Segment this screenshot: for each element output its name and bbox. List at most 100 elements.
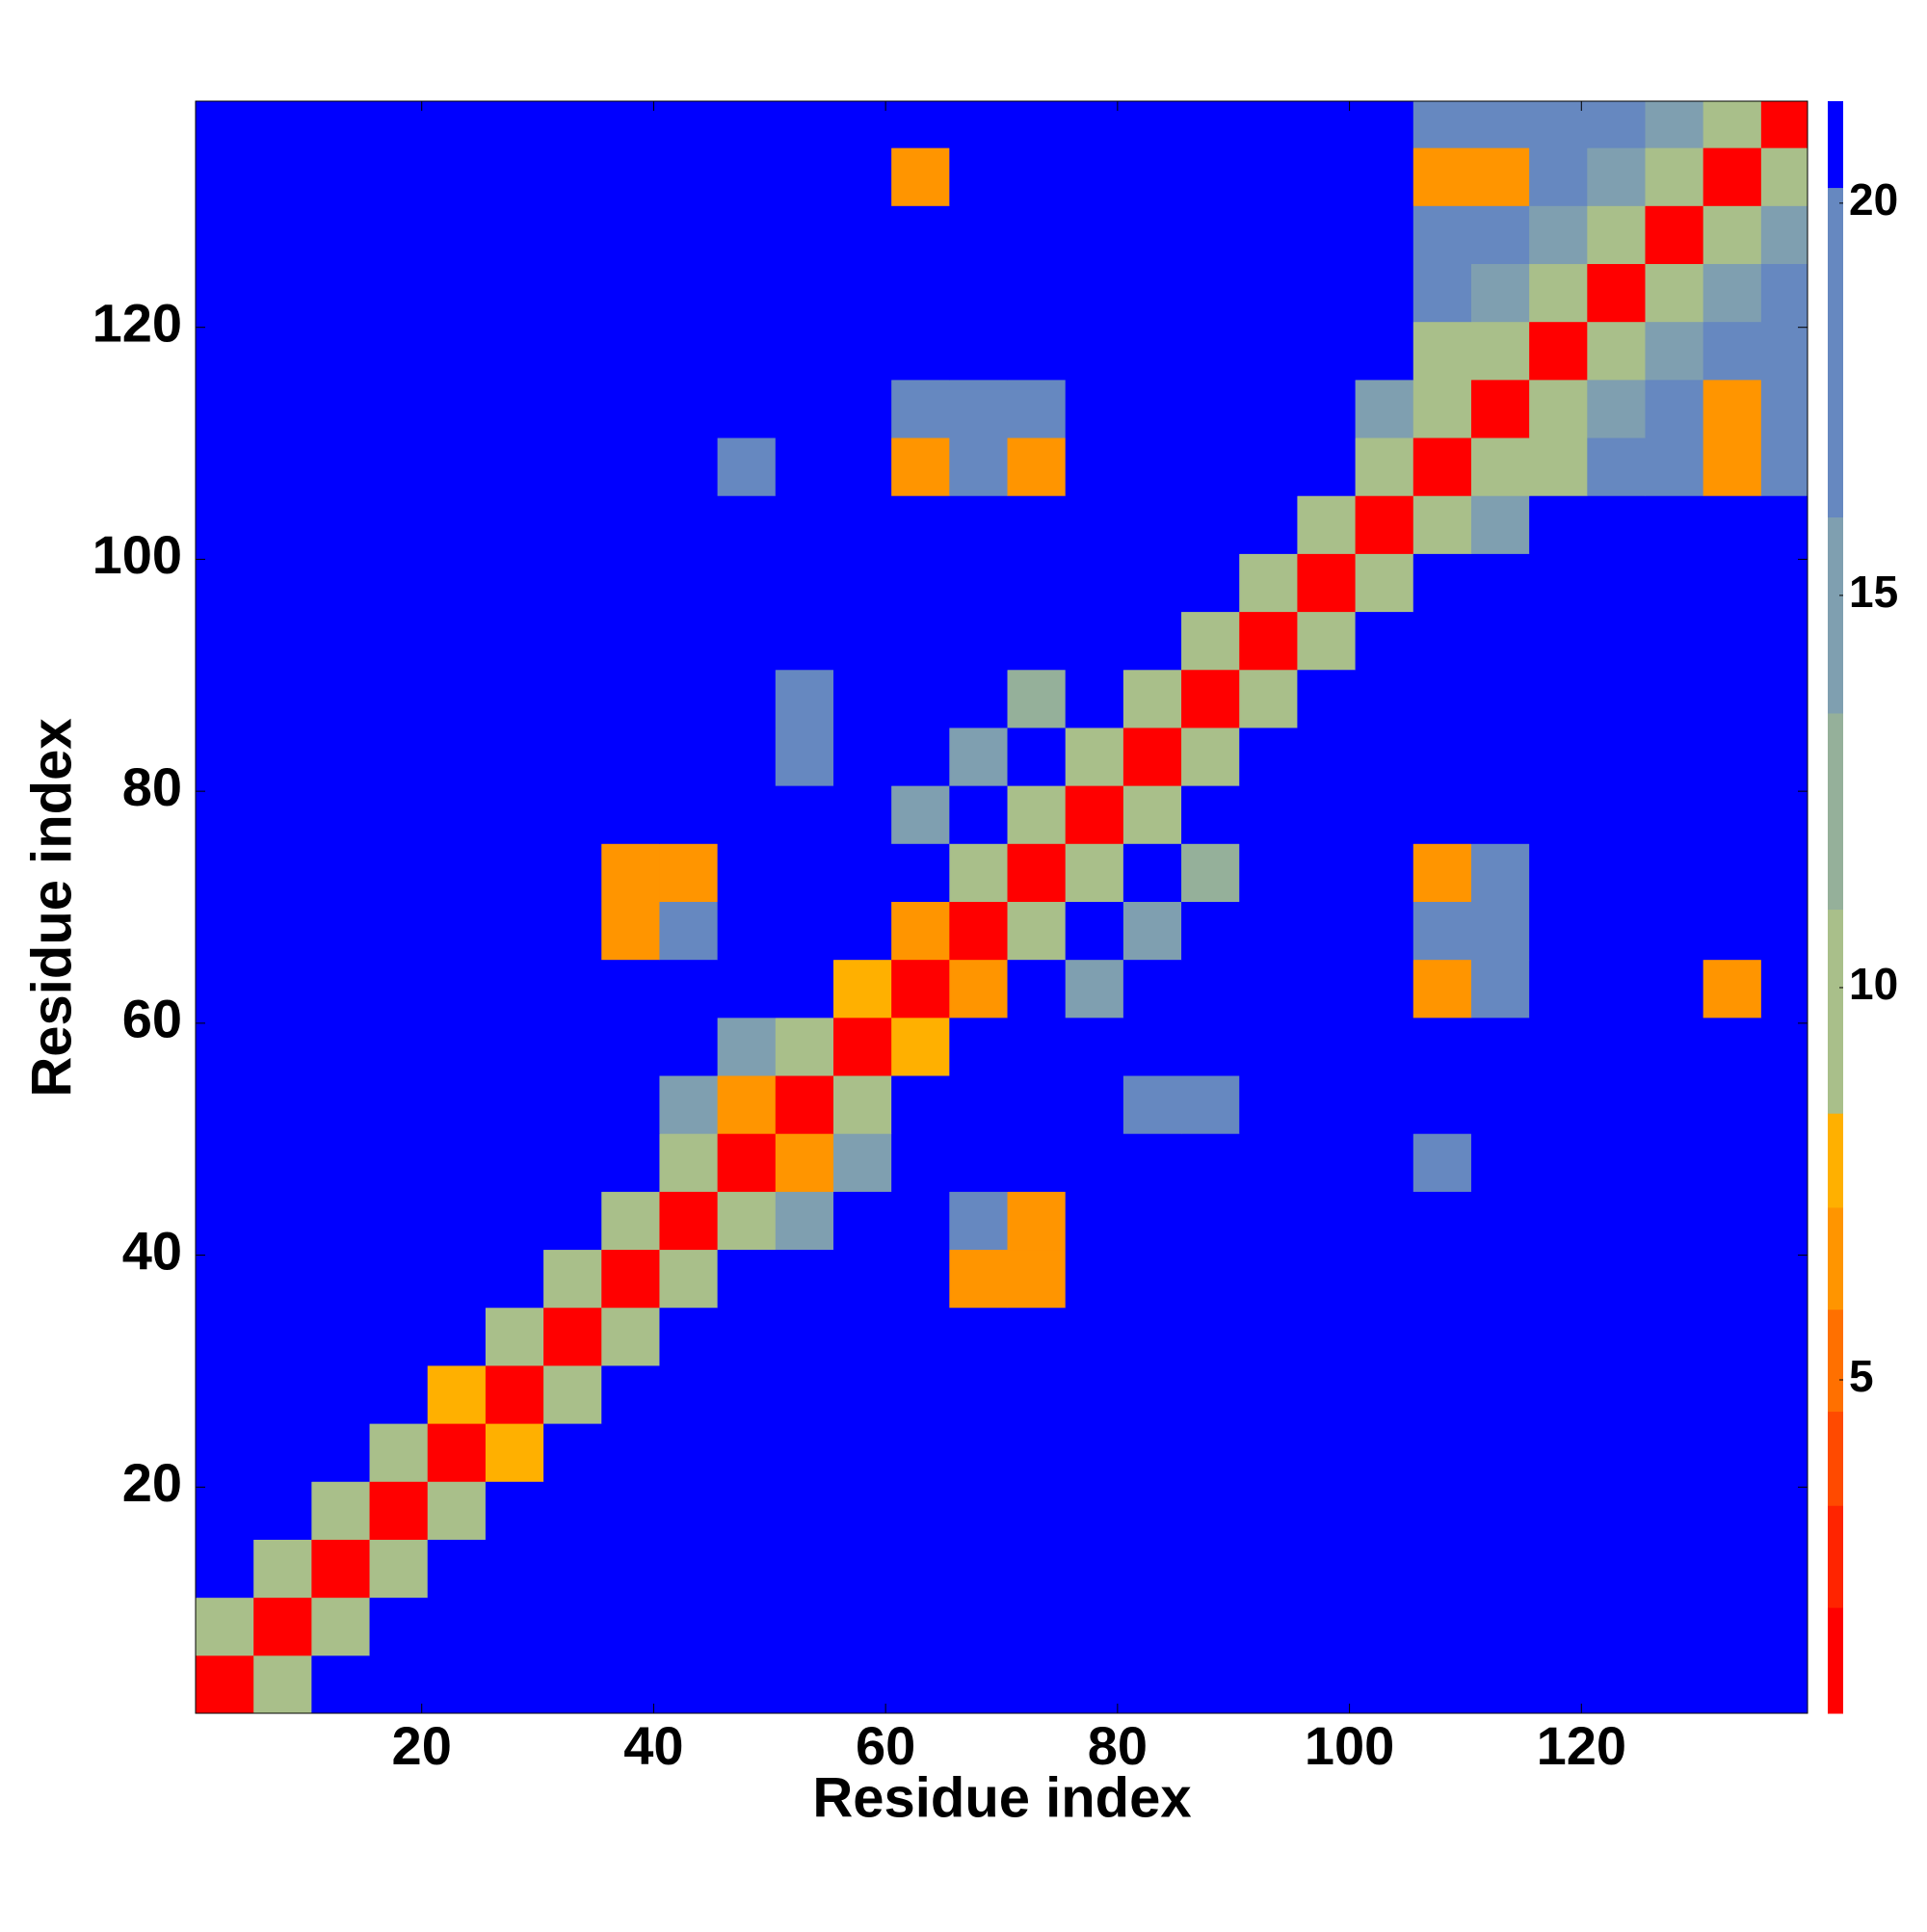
heatmap-cell [1412, 1539, 1472, 1599]
heatmap-cell [1470, 1364, 1530, 1424]
heatmap-cell [717, 1481, 777, 1540]
heatmap-cell [1065, 147, 1124, 206]
heatmap-cell [1007, 727, 1067, 786]
heatmap-cell [717, 1017, 777, 1076]
heatmap-cell [775, 959, 834, 1019]
heatmap-cell [427, 1423, 487, 1482]
heatmap-cell [891, 669, 950, 728]
heatmap-cell [1412, 843, 1472, 902]
heatmap-cell [832, 1654, 892, 1714]
heatmap-cell [1529, 1191, 1588, 1251]
heatmap-cell [1122, 611, 1182, 671]
heatmap-cell [775, 1539, 834, 1599]
heatmap-cell [775, 1423, 834, 1482]
heatmap-cell [1760, 101, 1808, 148]
heatmap-cell [1122, 1481, 1182, 1540]
heatmap-cell [832, 379, 892, 438]
heatmap-cell [1760, 901, 1808, 961]
heatmap-cell [949, 1017, 1009, 1076]
heatmap-cell [775, 321, 834, 381]
heatmap-cell [1760, 1249, 1808, 1309]
heatmap-cell [717, 1249, 777, 1309]
heatmap-cell [891, 1249, 950, 1309]
heatmap-cell [1355, 1423, 1414, 1482]
heatmap-cell [1645, 1307, 1704, 1366]
heatmap-cell [1007, 379, 1067, 438]
heatmap-cell [1470, 727, 1530, 786]
heatmap-cell [1007, 321, 1067, 381]
y-tick-label: 20 [122, 1452, 182, 1513]
heatmap-cell [1065, 1249, 1124, 1309]
heatmap-cell [1181, 1075, 1240, 1134]
heatmap-cell [311, 611, 371, 671]
heatmap-cell [196, 495, 254, 554]
colorbar-segment [1828, 1505, 1843, 1608]
heatmap-cell [1007, 1017, 1067, 1076]
heatmap-cell [543, 1191, 602, 1251]
heatmap-cell [1065, 669, 1124, 728]
heatmap-cell [1065, 205, 1124, 265]
heatmap-cell [601, 1597, 660, 1656]
x-tick-label: 40 [623, 1715, 683, 1776]
heatmap-cell [369, 147, 429, 206]
heatmap-cell [1181, 1133, 1240, 1192]
heatmap-cell [891, 495, 950, 554]
heatmap-cell [253, 553, 312, 613]
heatmap-cell [1355, 1654, 1414, 1714]
heatmap-cell [1470, 1539, 1530, 1599]
heatmap-cell [717, 263, 777, 323]
heatmap-cell [1760, 1597, 1808, 1656]
heatmap-cell [1760, 669, 1808, 728]
heatmap-cell [601, 959, 660, 1019]
heatmap-cell [1239, 147, 1298, 206]
heatmap-cell [1470, 495, 1530, 554]
heatmap-cell [1703, 1075, 1762, 1134]
heatmap-cell [1412, 437, 1472, 496]
heatmap-cell [832, 669, 892, 728]
heatmap-cell [253, 263, 312, 323]
heatmap-cell [369, 959, 429, 1019]
x-tick-label: 60 [856, 1715, 915, 1776]
heatmap-cell [659, 263, 719, 323]
heatmap-cell [601, 263, 660, 323]
heatmap-cell [1355, 263, 1414, 323]
heatmap-cell [717, 553, 777, 613]
heatmap-cell [1412, 1133, 1472, 1192]
heatmap-cell [832, 1481, 892, 1540]
heatmap-cell [427, 669, 487, 728]
heatmap-cell [1122, 1249, 1182, 1309]
heatmap-cell [427, 843, 487, 902]
heatmap-cell [717, 1654, 777, 1714]
heatmap-cell [1181, 1597, 1240, 1656]
heatmap-cell [717, 785, 777, 844]
heatmap-cell [1007, 205, 1067, 265]
heatmap-cell [1760, 1539, 1808, 1599]
heatmap-cell [1645, 1597, 1704, 1656]
heatmap-cell [311, 1133, 371, 1192]
heatmap-cell [1239, 785, 1298, 844]
heatmap-cell [1703, 101, 1762, 148]
heatmap-cell [717, 101, 777, 148]
heatmap-cell [1529, 553, 1588, 613]
heatmap-cell [1239, 379, 1298, 438]
heatmap-cell [832, 1075, 892, 1134]
heatmap-cell [891, 1017, 950, 1076]
heatmap-cell [1065, 495, 1124, 554]
heatmap-cell [1181, 321, 1240, 381]
heatmap-cell [1645, 1191, 1704, 1251]
heatmap-cell [1703, 1539, 1762, 1599]
heatmap-cell [891, 553, 950, 613]
heatmap-cell [1122, 379, 1182, 438]
heatmap-cell [485, 959, 544, 1019]
heatmap-cell [949, 1191, 1009, 1251]
heatmap-cell [1470, 205, 1530, 265]
heatmap-cell [775, 437, 834, 496]
heatmap-cell [1355, 321, 1414, 381]
heatmap-cell [1355, 205, 1414, 265]
heatmap-cell [1645, 669, 1704, 728]
plot-frame [195, 100, 1808, 1714]
heatmap-cell [1239, 727, 1298, 786]
heatmap-cell [1297, 901, 1357, 961]
heatmap-cell [949, 1249, 1009, 1309]
heatmap-cell [891, 1539, 950, 1599]
